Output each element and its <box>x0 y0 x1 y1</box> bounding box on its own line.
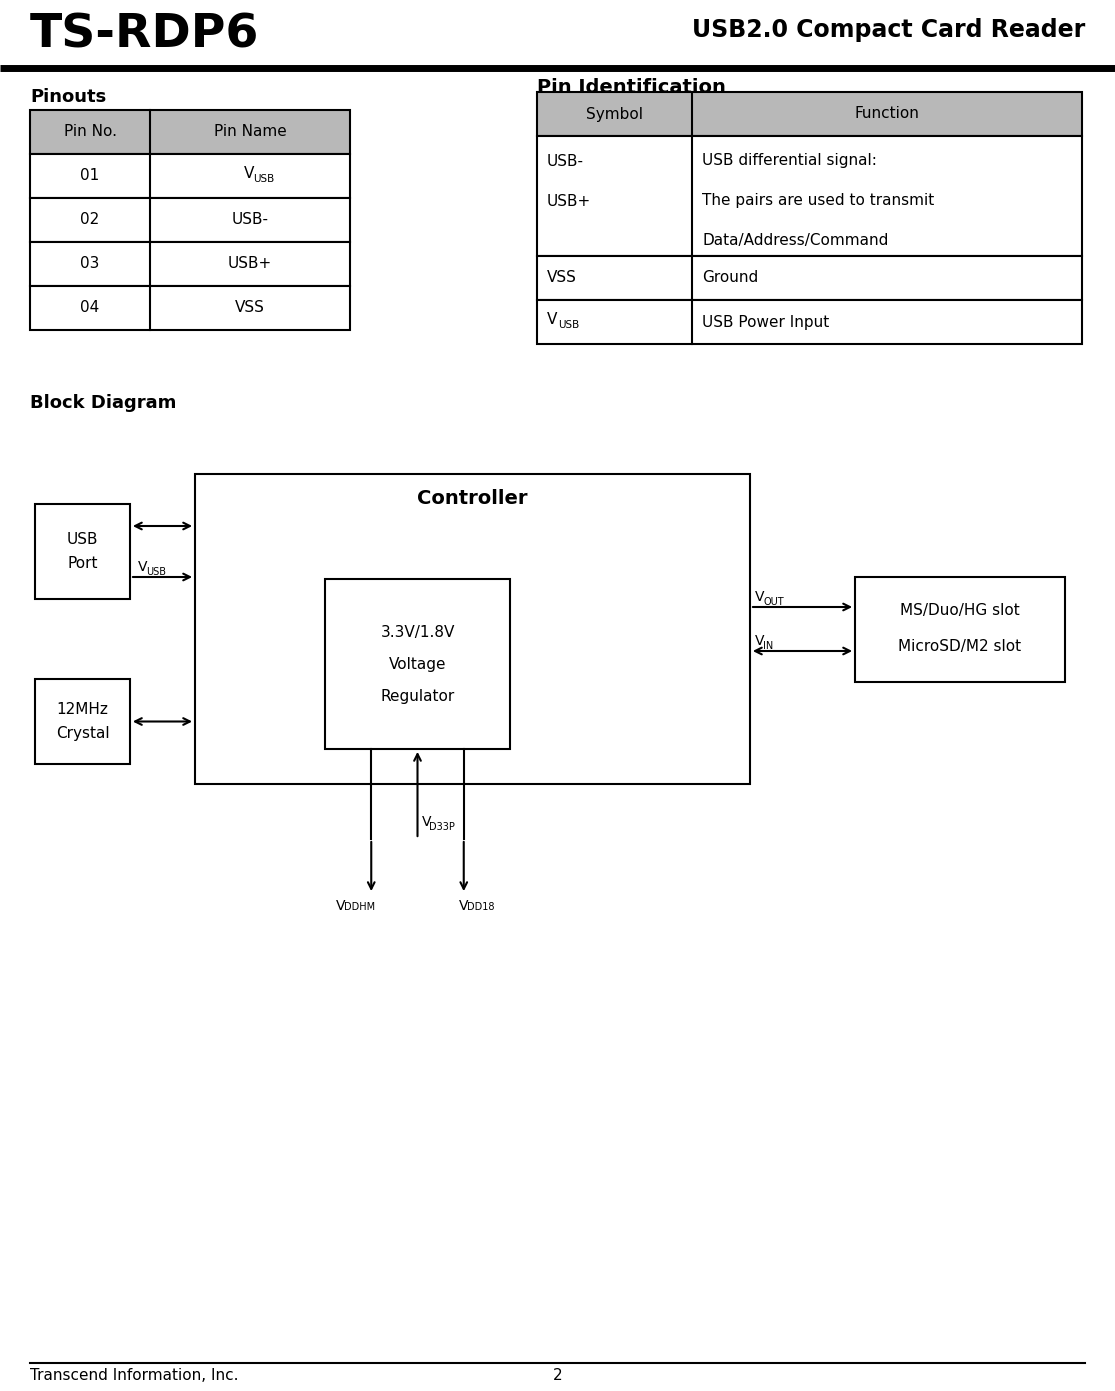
Text: D33P: D33P <box>429 822 455 832</box>
Text: DD18: DD18 <box>467 901 494 912</box>
Text: USB2.0 Compact Card Reader: USB2.0 Compact Card Reader <box>691 18 1085 42</box>
Text: VSS: VSS <box>235 300 265 316</box>
Text: Controller: Controller <box>417 490 527 508</box>
Text: V: V <box>244 167 254 181</box>
Text: Voltage: Voltage <box>389 657 446 672</box>
Text: V: V <box>547 313 558 327</box>
Text: Pin Name: Pin Name <box>214 125 287 139</box>
Text: 04: 04 <box>80 300 99 316</box>
Text: DDHM: DDHM <box>345 901 376 912</box>
Bar <box>35 679 130 764</box>
Text: USB differential signal:: USB differential signal: <box>702 153 876 168</box>
Text: V: V <box>458 899 468 912</box>
Text: USB: USB <box>146 568 166 577</box>
Text: 02: 02 <box>80 213 99 228</box>
Text: 3.3V/1.8V: 3.3V/1.8V <box>380 625 455 640</box>
Bar <box>30 242 350 287</box>
Text: USB: USB <box>67 531 98 547</box>
Text: V: V <box>337 899 346 912</box>
Text: Port: Port <box>67 556 98 570</box>
Text: Function: Function <box>854 107 920 121</box>
Text: V: V <box>138 561 147 574</box>
Text: Regulator: Regulator <box>380 689 455 704</box>
Bar <box>195 474 750 785</box>
Bar <box>537 300 1082 344</box>
Text: USB+: USB+ <box>227 256 272 271</box>
Text: USB-: USB- <box>547 153 584 168</box>
Text: Pin Identification: Pin Identification <box>537 78 726 97</box>
Text: Ground: Ground <box>702 270 758 285</box>
Text: USB-: USB- <box>232 213 269 228</box>
Bar <box>537 256 1082 300</box>
Text: 01: 01 <box>80 168 99 184</box>
Text: Pinouts: Pinouts <box>30 88 106 106</box>
Text: V: V <box>755 634 765 648</box>
Bar <box>30 287 350 330</box>
Text: IN: IN <box>763 641 773 651</box>
Text: Pin No.: Pin No. <box>64 125 116 139</box>
Text: Block Diagram: Block Diagram <box>30 394 176 412</box>
Text: OUT: OUT <box>763 597 784 606</box>
Text: 03: 03 <box>80 256 99 271</box>
Bar <box>324 579 510 748</box>
Text: USB: USB <box>253 174 274 184</box>
Text: USB Power Input: USB Power Input <box>702 314 830 330</box>
Bar <box>537 136 1082 256</box>
Bar <box>30 110 350 154</box>
Text: Symbol: Symbol <box>586 107 643 121</box>
Text: 2: 2 <box>553 1367 562 1383</box>
Text: VSS: VSS <box>547 270 576 285</box>
Text: Crystal: Crystal <box>56 726 109 741</box>
Text: The pairs are used to transmit: The pairs are used to transmit <box>702 193 934 209</box>
Text: 12MHz: 12MHz <box>57 702 108 716</box>
Text: TS-RDP6: TS-RDP6 <box>30 13 260 57</box>
Bar <box>30 154 350 198</box>
Text: MicroSD/M2 slot: MicroSD/M2 slot <box>899 640 1021 655</box>
Text: Transcend Information, Inc.: Transcend Information, Inc. <box>30 1367 239 1383</box>
Text: V: V <box>755 590 765 604</box>
Bar <box>35 504 130 600</box>
Text: MS/Duo/HG slot: MS/Duo/HG slot <box>900 604 1020 619</box>
Text: USB: USB <box>558 320 580 330</box>
Bar <box>30 198 350 242</box>
Bar <box>537 92 1082 136</box>
Text: Data/Address/Command: Data/Address/Command <box>702 234 889 249</box>
Text: V: V <box>421 815 432 829</box>
Bar <box>855 576 1065 682</box>
Text: USB+: USB+ <box>547 193 591 209</box>
